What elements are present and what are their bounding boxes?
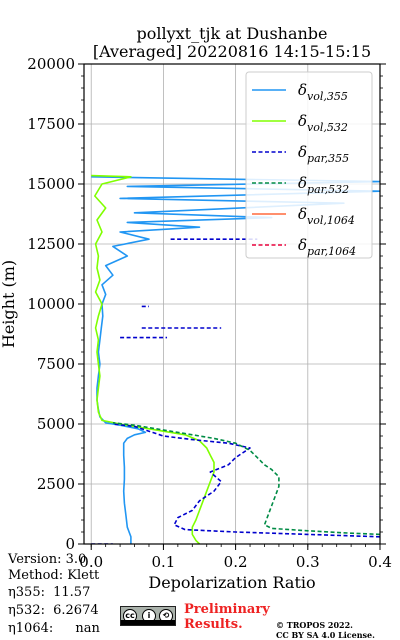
x-tick-label: 0.1	[151, 553, 175, 571]
eta355-label: η355:	[8, 585, 45, 600]
chart-title-line-2: [Averaged] 20220816 14:15-15:15	[93, 42, 371, 61]
series-layer	[91, 174, 380, 544]
y-tick-label: 17500	[27, 115, 75, 133]
y-tick-label: 12500	[27, 235, 75, 253]
copyright-line-1: © TROPOS 2022.	[276, 620, 353, 630]
preliminary-line-1: Preliminary	[184, 602, 270, 617]
eta1064-value: nan	[75, 621, 100, 636]
x-tick-label: 0.2	[224, 553, 248, 571]
series-line-par532	[112, 422, 380, 536]
tick-layer: 0.0 0.1 0.2 0.3 0.4 0 2500 5000 7500 10000 12500 15…	[27, 55, 392, 571]
y-axis-label: Height (m)	[0, 260, 18, 348]
copyright-note: © TROPOS 2022. CC BY SA 4.0 License.	[276, 620, 375, 640]
x-tick-label: 0.4	[368, 553, 392, 571]
series-line-vol355	[91, 176, 380, 544]
eta532-value: 6.2674	[53, 603, 99, 618]
eta1064-label: η1064:	[8, 621, 54, 636]
series-line-par355	[112, 423, 380, 538]
method-text: Method: Klett	[8, 568, 100, 583]
chart-title-line-1: pollyxt_tjk at Dushanbe	[136, 24, 327, 43]
preliminary-results-note: Preliminary Results.	[184, 602, 270, 632]
cc-license-icon: cc i ⟲	[120, 606, 176, 626]
x-tick-label: 0.0	[79, 553, 103, 571]
eta355-value: 11.57	[53, 585, 91, 600]
x-tick-label: 0.3	[296, 553, 320, 571]
series-group	[91, 174, 380, 544]
y-tick-label: 5000	[37, 415, 75, 433]
series-line-vol532	[91, 174, 215, 544]
y-tick-label: 15000	[27, 175, 75, 193]
y-tick-label: 20000	[27, 55, 75, 73]
y-tick-label: 7500	[37, 355, 75, 373]
y-tick-label: 10000	[27, 295, 75, 313]
y-tick-label: 0	[65, 535, 75, 553]
eta532-label: η532:	[8, 603, 45, 618]
y-tick-label: 2500	[37, 475, 75, 493]
x-axis-label: Depolarization Ratio	[148, 573, 315, 592]
version-text: Version: 3.0	[8, 552, 87, 567]
eta1064-row: η1064: nan	[8, 620, 100, 638]
copyright-line-2: CC BY SA 4.0 License.	[276, 630, 375, 640]
legend: δvol,355δvol,532δpar,355δpar,532δvol,106…	[245, 71, 373, 259]
preliminary-line-2: Results.	[184, 617, 243, 632]
eta355-row: η355: 11.57	[8, 584, 90, 602]
legend-box	[245, 71, 373, 259]
eta532-row: η532: 6.2674	[8, 602, 99, 620]
